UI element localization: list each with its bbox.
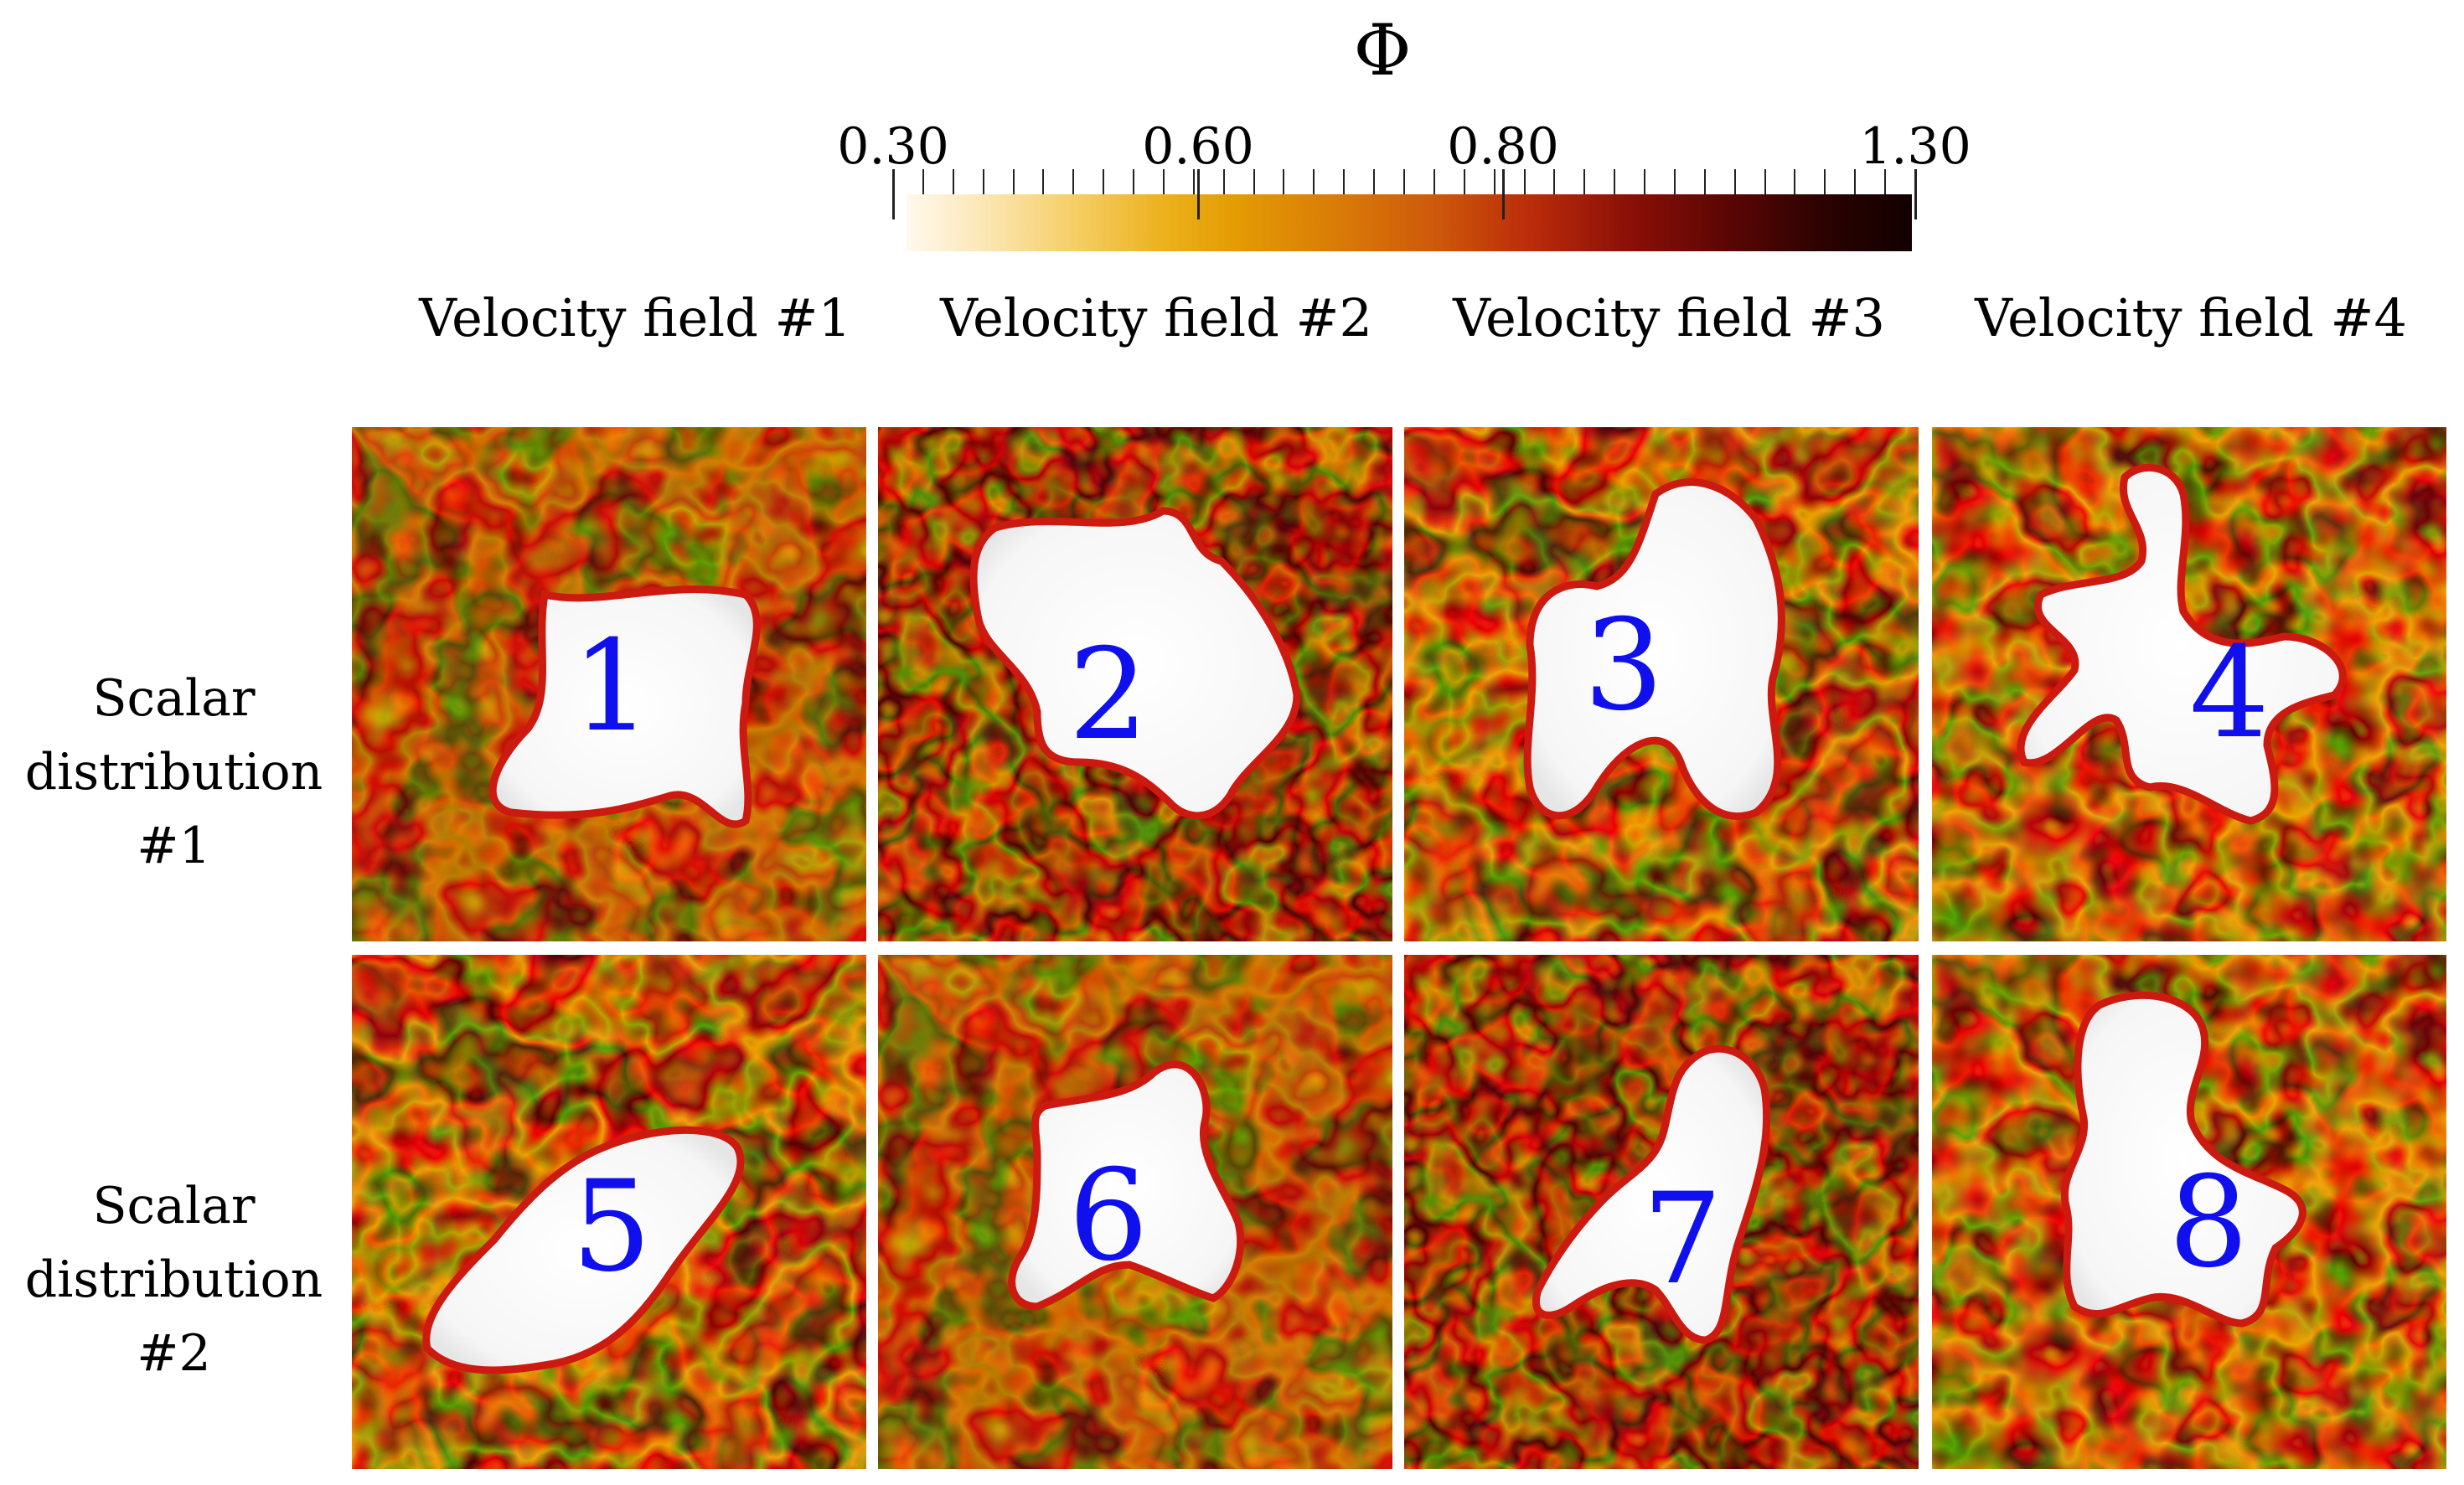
colorbar-minor-tick — [1433, 169, 1435, 194]
colorbar-minor-tick — [922, 169, 924, 194]
colorbar-minor-tick — [1794, 169, 1796, 194]
colorbar-tick-label-080: 0.80 — [1447, 117, 1559, 176]
column-header-velocity-field-2: Velocity field #2 — [940, 287, 1372, 348]
colorbar-minor-tick — [1764, 169, 1766, 194]
colorbar-gradient — [907, 194, 1912, 251]
case-number-2: 2 — [1068, 622, 1149, 768]
scalar-blob-6 — [1008, 1060, 1245, 1311]
colorbar-minor-tick — [1733, 169, 1736, 194]
colorbar-minor-tick — [1133, 169, 1135, 194]
panel-case-7: 7 — [1404, 955, 1919, 1469]
scalar-blob-7 — [1532, 1044, 1771, 1344]
row-label-line: #1 — [137, 817, 211, 875]
colorbar-minor-tick — [1162, 169, 1165, 194]
case-number-6: 6 — [1068, 1143, 1149, 1289]
case-number-1: 1 — [571, 614, 652, 760]
panel-case-2: 2 — [878, 427, 1392, 941]
colorbar-minor-tick — [1553, 169, 1556, 194]
row-label-line: Scalar — [92, 669, 256, 728]
colorbar-major-tick — [1914, 169, 1917, 219]
colorbar-minor-tick — [1403, 169, 1405, 194]
colorbar-minor-tick — [1703, 169, 1706, 194]
panel-case-8: 8 — [1932, 955, 2446, 1469]
row-label-line: distribution — [24, 1250, 323, 1309]
case-number-7: 7 — [1642, 1167, 1723, 1312]
colorbar-minor-tick — [1283, 169, 1285, 194]
column-header-velocity-field-1: Velocity field #1 — [419, 287, 851, 348]
row-label-scalar-distribution-2: Scalar distribution #2 — [13, 1169, 335, 1390]
colorbar-tick-label-060: 0.60 — [1142, 117, 1254, 176]
colorbar-minor-tick — [1523, 169, 1526, 194]
case-number-8: 8 — [2168, 1150, 2249, 1296]
row-label-scalar-distribution-1: Scalar distribution #1 — [13, 662, 335, 883]
colorbar-minor-tick — [1463, 169, 1465, 194]
colorbar-minor-tick — [1824, 169, 1826, 194]
colorbar-minor-tick — [1614, 169, 1616, 194]
panel-case-6: 6 — [878, 955, 1392, 1469]
row-label-line: distribution — [24, 743, 323, 802]
colorbar-minor-tick — [1103, 169, 1105, 194]
colorbar-minor-tick — [1583, 169, 1586, 194]
panel-case-5: 5 — [352, 955, 866, 1469]
case-number-4: 4 — [2189, 621, 2270, 766]
colorbar-tick-label-130: 1.30 — [1859, 117, 1971, 176]
scalar-blob-1 — [488, 585, 761, 828]
panel-case-4: 4 — [1932, 427, 2446, 941]
colorbar-minor-tick — [952, 169, 954, 194]
scalar-blob-4 — [2017, 463, 2347, 825]
scalar-blob-8 — [2060, 991, 2306, 1328]
colorbar-minor-tick — [1192, 169, 1195, 194]
colorbar-symbol: Φ — [1353, 9, 1412, 91]
scalar-blob-3 — [1523, 478, 1785, 821]
colorbar-minor-tick — [1253, 169, 1255, 194]
colorbar-minor-tick — [982, 169, 984, 194]
colorbar-major-tick — [1197, 169, 1200, 219]
colorbar-minor-tick — [1072, 169, 1075, 194]
colorbar-minor-tick — [1644, 169, 1646, 194]
panel-case-3: 3 — [1404, 427, 1919, 941]
row-label-line: #2 — [137, 1324, 211, 1383]
colorbar-major-tick — [892, 169, 895, 219]
panel-case-1: 1 — [352, 427, 866, 941]
colorbar-minor-tick — [1343, 169, 1346, 194]
colorbar-minor-tick — [1493, 169, 1495, 194]
colorbar-tick-label-030: 0.30 — [837, 117, 949, 176]
case-number-5: 5 — [571, 1154, 652, 1300]
colorbar-minor-tick — [1313, 169, 1315, 194]
column-header-velocity-field-4: Velocity field #4 — [1975, 287, 2407, 348]
scalar-blob-2 — [969, 507, 1301, 820]
scalar-blob-5 — [422, 1126, 745, 1374]
colorbar-minor-tick — [1373, 169, 1376, 194]
colorbar-minor-tick — [1673, 169, 1676, 194]
colorbar-major-tick — [1502, 169, 1505, 219]
colorbar-minor-tick — [1854, 169, 1857, 194]
colorbar-minor-tick — [1884, 169, 1887, 194]
case-number-3: 3 — [1583, 593, 1664, 739]
colorbar-minor-tick — [1042, 169, 1045, 194]
column-header-velocity-field-3: Velocity field #3 — [1453, 287, 1885, 348]
colorbar-minor-tick — [1222, 169, 1225, 194]
colorbar-minor-tick — [1012, 169, 1015, 194]
row-label-line: Scalar — [92, 1177, 256, 1235]
